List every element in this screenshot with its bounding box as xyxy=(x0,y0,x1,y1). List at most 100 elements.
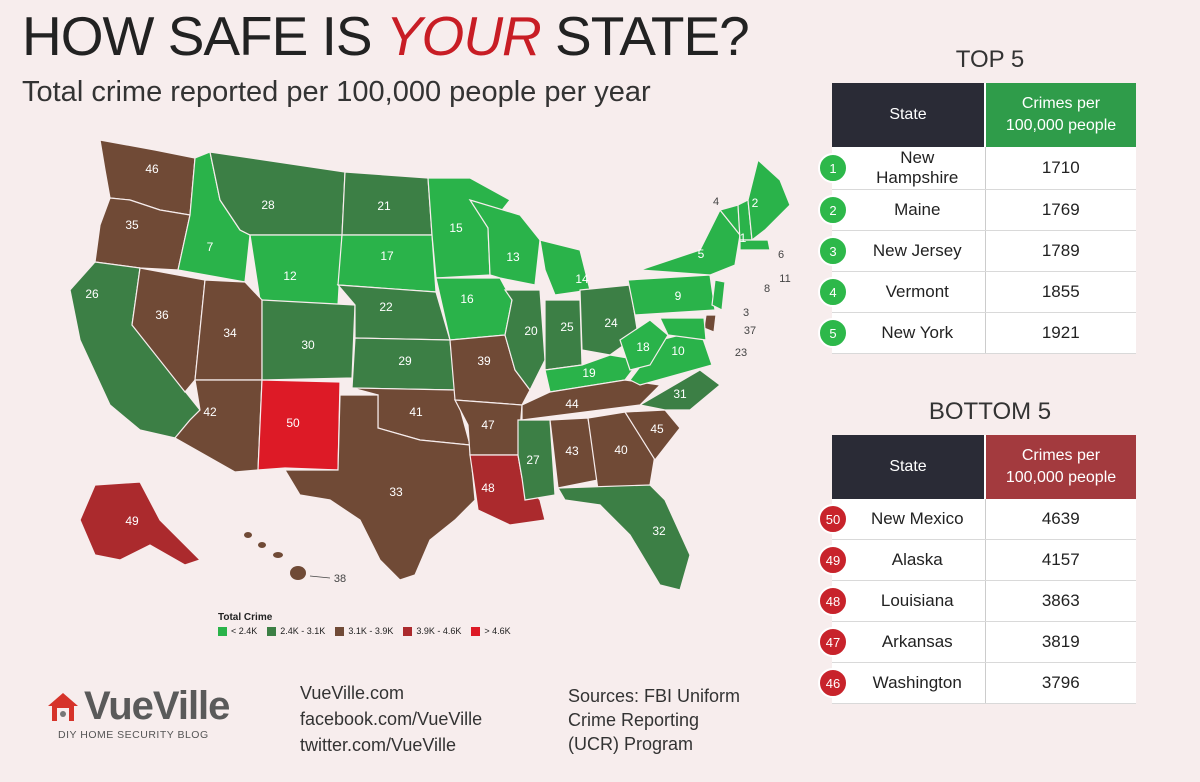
legend-item: 3.9K - 4.6K xyxy=(403,626,461,636)
state-new-jersey xyxy=(711,279,726,311)
state-new-york xyxy=(639,208,741,276)
legend-item: 3.1K - 3.9K xyxy=(335,626,393,636)
table-row: 5 New York 1921 xyxy=(818,312,1136,354)
state-rank-label: 28 xyxy=(261,198,275,212)
table-row: 48 Louisiana 3863 xyxy=(818,580,1136,622)
state-rank-label: 14 xyxy=(575,272,589,286)
state-north-carolina xyxy=(638,369,721,411)
table-row: 49 Alaska 4157 xyxy=(818,539,1136,581)
state-rank-label: 26 xyxy=(85,287,99,301)
us-crime-map: .g1{fill:#2ab34a;} .g2{fill:#3c7f45;} .b… xyxy=(69,139,791,591)
state-rank-label: 21 xyxy=(377,199,391,213)
house-icon xyxy=(48,692,78,721)
legend-label: > 4.6K xyxy=(484,626,511,636)
state-rank-label: 33 xyxy=(389,485,403,499)
crime-value: 1710 xyxy=(985,147,1136,190)
state-wisconsin xyxy=(468,198,541,286)
crime-value: 1921 xyxy=(985,312,1136,354)
state-rank-label: 2 xyxy=(752,196,759,210)
crime-value: 3863 xyxy=(985,580,1136,622)
state-rank-label: 11 xyxy=(779,273,790,285)
state-rank-label: 32 xyxy=(652,524,666,538)
table-row: 50 New Mexico 4639 xyxy=(818,499,1136,540)
state-arizona xyxy=(174,379,263,473)
footer-links: VueVille.com facebook.com/VueVille twitt… xyxy=(300,680,482,758)
crime-value: 1855 xyxy=(985,271,1136,313)
state-rank-label: 30 xyxy=(301,338,315,352)
state-michigan xyxy=(539,239,591,296)
state-rank-label: 31 xyxy=(673,387,687,401)
state-rank-label: 13 xyxy=(506,250,520,264)
state-cell: 5 New York xyxy=(818,312,986,354)
vueville-logo[interactable]: VueVille DIY HOME SECURITY BLOG xyxy=(46,684,230,741)
crime-value: 1789 xyxy=(985,230,1136,272)
rank-badge: 2 xyxy=(818,195,848,225)
state-name: Louisiana xyxy=(880,591,954,610)
brand-tagline: DIY HOME SECURITY BLOG xyxy=(58,729,209,741)
state-name: Arkansas xyxy=(881,632,953,651)
page-subtitle: Total crime reported per 100,000 people … xyxy=(22,76,651,108)
state-rank-label: 12 xyxy=(283,269,297,283)
state-rank-label: 22 xyxy=(379,300,393,314)
state-cell: 49 Alaska xyxy=(818,539,986,581)
state-name: Alaska xyxy=(891,550,943,569)
legend-swatch xyxy=(267,626,277,636)
top5-heading: TOP 5 xyxy=(955,46,1025,73)
rank-badge: 48 xyxy=(818,586,848,616)
state-maryland xyxy=(659,317,707,341)
state-rank-label: 34 xyxy=(223,326,237,340)
state-cell: 3 New Jersey xyxy=(818,230,986,272)
state-alaska xyxy=(79,481,202,566)
link-facebook[interactable]: facebook.com/VueVille xyxy=(300,709,483,729)
legend-swatch xyxy=(218,626,227,636)
state-rank-label: 23 xyxy=(735,347,747,359)
rank-badge: 1 xyxy=(818,153,848,183)
state-rank-label: 25 xyxy=(560,320,574,334)
state-iowa xyxy=(435,277,513,341)
state-cell: 4 Vermont xyxy=(818,271,986,313)
bottom5-table: State Crimes per 100,000 people 50 New Mex… xyxy=(818,435,1136,704)
state-rank-label: 15 xyxy=(449,221,463,235)
rank-badge: 4 xyxy=(818,277,848,307)
state-name: Maine xyxy=(894,200,941,219)
state-name: New Hampshire xyxy=(876,148,959,187)
state-rank-label: 44 xyxy=(565,397,579,411)
state-rank-label: 19 xyxy=(582,366,596,380)
link-website[interactable]: VueVille.com xyxy=(300,683,405,703)
state-rank-label: 16 xyxy=(460,292,474,306)
rank-badge: 47 xyxy=(818,627,848,657)
table-row: 4 Vermont 1855 xyxy=(818,271,1136,313)
state-delaware xyxy=(703,314,717,333)
state-cell: 2 Maine xyxy=(818,189,986,231)
state-texas xyxy=(283,394,476,581)
state-rank-label: 47 xyxy=(481,418,495,432)
legend-item: 2.4K - 3.1K xyxy=(267,626,325,636)
brand-name: VueVille xyxy=(84,684,230,728)
state-rank-label: 4 xyxy=(713,196,719,208)
state-rank-label: 46 xyxy=(145,162,159,176)
state-indiana xyxy=(544,299,583,371)
state-rank-label: 40 xyxy=(614,443,628,457)
state-rank-label: 3 xyxy=(743,307,749,319)
table-row: 47 Arkansas 3819 xyxy=(818,621,1136,663)
link-twitter[interactable]: twitter.com/VueVille xyxy=(300,735,457,755)
rank-badge: 46 xyxy=(818,668,848,698)
crime-value: 3796 xyxy=(985,662,1136,704)
legend-item: < 2.4K xyxy=(218,626,257,636)
table-row: 3 New Jersey 1789 xyxy=(818,230,1136,272)
state-rank-label: 45 xyxy=(650,422,664,436)
state-florida xyxy=(556,484,691,591)
state-rank-label: 49 xyxy=(125,514,139,528)
bottom5-col-state: State xyxy=(832,435,985,499)
state-nevada xyxy=(131,267,206,393)
state-new-mexico xyxy=(257,379,341,471)
state-cell: 47 Arkansas xyxy=(818,621,986,663)
page-title: HOW SAFE IS YOUR STATE? xyxy=(22,5,750,67)
legend-swatch xyxy=(471,626,481,636)
crime-value: 4639 xyxy=(985,499,1136,540)
state-pennsylvania xyxy=(627,274,716,316)
state-rank-label: 6 xyxy=(778,249,784,261)
legend-item: > 4.6K xyxy=(471,626,511,636)
table-row: 2 Maine 1769 xyxy=(818,189,1136,231)
rank-badge: 3 xyxy=(818,236,848,266)
